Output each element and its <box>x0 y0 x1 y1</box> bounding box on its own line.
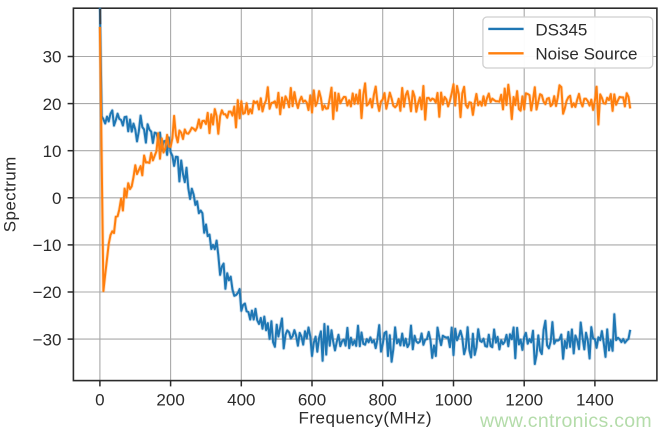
svg-text:1200: 1200 <box>505 391 543 410</box>
svg-text:600: 600 <box>298 391 326 410</box>
svg-text:Frequency(MHz): Frequency(MHz) <box>299 409 433 428</box>
svg-text:www.cntronics.com: www.cntronics.com <box>479 410 652 432</box>
svg-text:0: 0 <box>95 391 104 410</box>
svg-text:Spectrum: Spectrum <box>0 156 19 232</box>
svg-text:400: 400 <box>227 391 255 410</box>
svg-text:20: 20 <box>43 95 62 114</box>
svg-text:0: 0 <box>52 189 61 208</box>
svg-text:Noise Source: Noise Source <box>535 45 637 64</box>
svg-text:1400: 1400 <box>576 391 614 410</box>
svg-text:−10: −10 <box>33 236 62 255</box>
svg-text:DS345: DS345 <box>535 20 587 39</box>
svg-text:−30: −30 <box>33 330 62 349</box>
svg-text:10: 10 <box>43 142 62 161</box>
svg-text:−20: −20 <box>33 283 62 302</box>
svg-text:30: 30 <box>43 48 62 67</box>
svg-text:1000: 1000 <box>435 391 473 410</box>
svg-text:800: 800 <box>369 391 397 410</box>
svg-text:200: 200 <box>156 391 184 410</box>
